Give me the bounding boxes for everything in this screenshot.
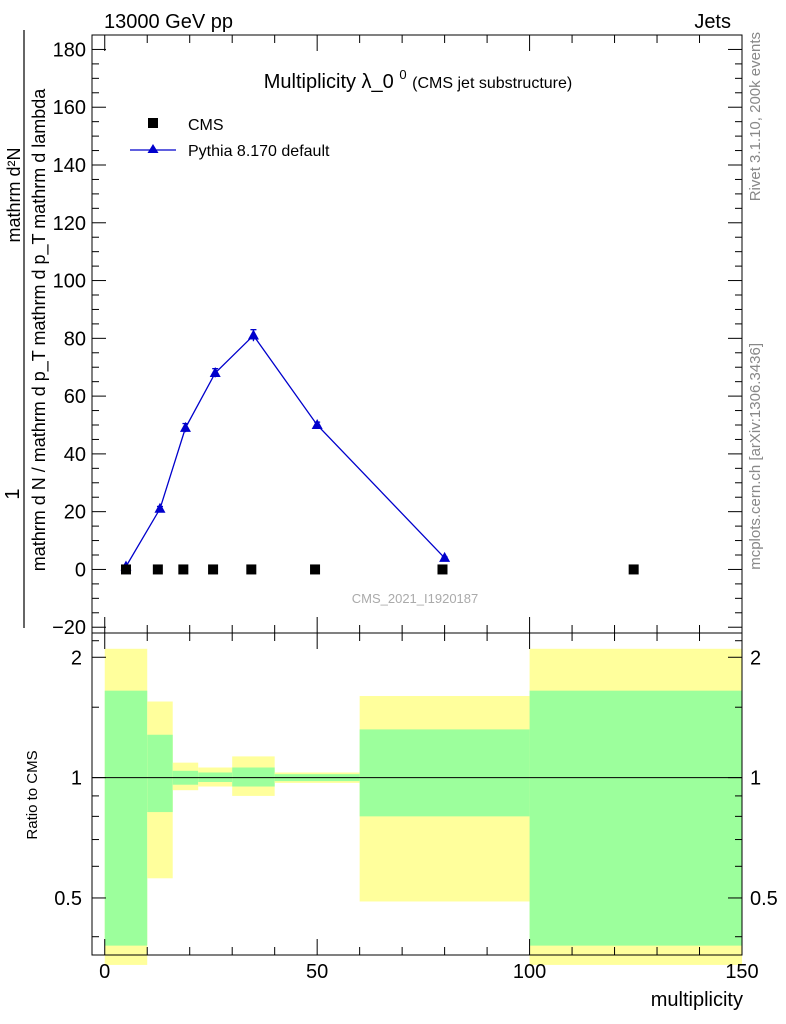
y-tick-label: 80 bbox=[64, 328, 86, 350]
cms-point bbox=[152, 564, 163, 575]
chart-title: Multiplicity λ_0 0 (CMS jet substructure… bbox=[264, 62, 572, 93]
rivet-label: Rivet 3.1.10, 200k events bbox=[747, 32, 764, 201]
x-tick-label: 50 bbox=[306, 961, 328, 983]
pythia-point bbox=[247, 329, 259, 340]
header-right-label: Jets bbox=[694, 11, 731, 33]
y-tick-label: 0 bbox=[75, 559, 86, 581]
analysis-label: CMS_2021_I1920187 bbox=[352, 591, 479, 606]
ratio-tick-label-right: 1 bbox=[750, 768, 761, 790]
y-tick-label: −20 bbox=[52, 617, 86, 639]
y-tick-label: 100 bbox=[53, 271, 86, 293]
legend-cms-label: CMS bbox=[188, 117, 224, 134]
y-label-top: mathrm d²N bbox=[4, 147, 24, 242]
chart-title-main: Multiplicity λ_0 bbox=[264, 71, 394, 93]
y-tick-label: 160 bbox=[53, 97, 86, 119]
ratio-tick-label-right: 2 bbox=[750, 647, 761, 669]
cms-point bbox=[208, 564, 219, 575]
cms-point bbox=[120, 564, 131, 575]
cms-point bbox=[310, 564, 321, 575]
cms-point bbox=[246, 564, 257, 575]
ratio-tick-label: 1 bbox=[71, 768, 82, 790]
legend: CMS Pythia 8.170 default bbox=[130, 117, 330, 160]
legend-pythia-label: Pythia 8.170 default bbox=[188, 143, 330, 160]
ratio-band-inner bbox=[104, 690, 148, 946]
main-y-axis-label: 1 mathrm d²N mathrm d N / mathrm d p_T m… bbox=[2, 30, 50, 628]
ratio-y-axis-label: Ratio to CMS bbox=[24, 750, 41, 839]
chart-title-sup: 0 bbox=[399, 67, 406, 82]
pythia-point bbox=[154, 502, 166, 513]
y-tick-label: 140 bbox=[53, 155, 86, 177]
ratio-band-inner bbox=[359, 729, 530, 817]
mcplots-label: mcplots.cern.ch [arXiv:1306.3436] bbox=[747, 343, 764, 570]
legend-pythia-marker bbox=[147, 144, 159, 153]
y-label-denominator: mathrm d N / mathrm d p_T mathrm d p_T m… bbox=[29, 88, 50, 571]
pythia-point bbox=[311, 419, 323, 429]
pythia-point bbox=[179, 421, 191, 432]
ratio-tick-label-right: 0.5 bbox=[750, 888, 778, 910]
y-tick-label: 120 bbox=[53, 213, 86, 235]
ratio-tick-label: 0.5 bbox=[54, 888, 82, 910]
pythia-point bbox=[209, 367, 221, 377]
ratio-band-inner bbox=[147, 734, 173, 813]
y-tick-label: 20 bbox=[64, 502, 86, 524]
ratio-panel: 0.5 0.5 1 1 2 2 0 50 100 150 bbox=[54, 632, 778, 983]
ratio-band-inner bbox=[232, 767, 275, 787]
header-left-label: 13000 GeV pp bbox=[104, 11, 233, 33]
main-panel: −20 0 20 40 60 80 100 120 140 160 180 bbox=[52, 34, 743, 639]
y-tick-label: 40 bbox=[64, 444, 86, 466]
ratio-tick-label: 2 bbox=[71, 647, 82, 669]
x-tick-label: 150 bbox=[725, 961, 758, 983]
x-tick-label: 100 bbox=[513, 961, 546, 983]
pythia-line bbox=[125, 334, 446, 567]
legend-cms-marker bbox=[148, 118, 158, 128]
x-tick-label: 0 bbox=[99, 961, 110, 983]
ratio-frame bbox=[91, 632, 743, 956]
cms-point bbox=[628, 564, 639, 575]
cms-point bbox=[437, 564, 448, 575]
chart-title-sub: (CMS jet substructure) bbox=[412, 75, 572, 92]
ratio-band-inner bbox=[529, 690, 742, 946]
y-tick-label: 60 bbox=[64, 386, 86, 408]
x-axis-label: multiplicity bbox=[651, 989, 743, 1011]
cms-point bbox=[178, 564, 189, 575]
y-tick-label: 180 bbox=[53, 39, 86, 61]
pythia-point bbox=[439, 551, 451, 562]
y-label-numerator: 1 bbox=[2, 488, 24, 499]
